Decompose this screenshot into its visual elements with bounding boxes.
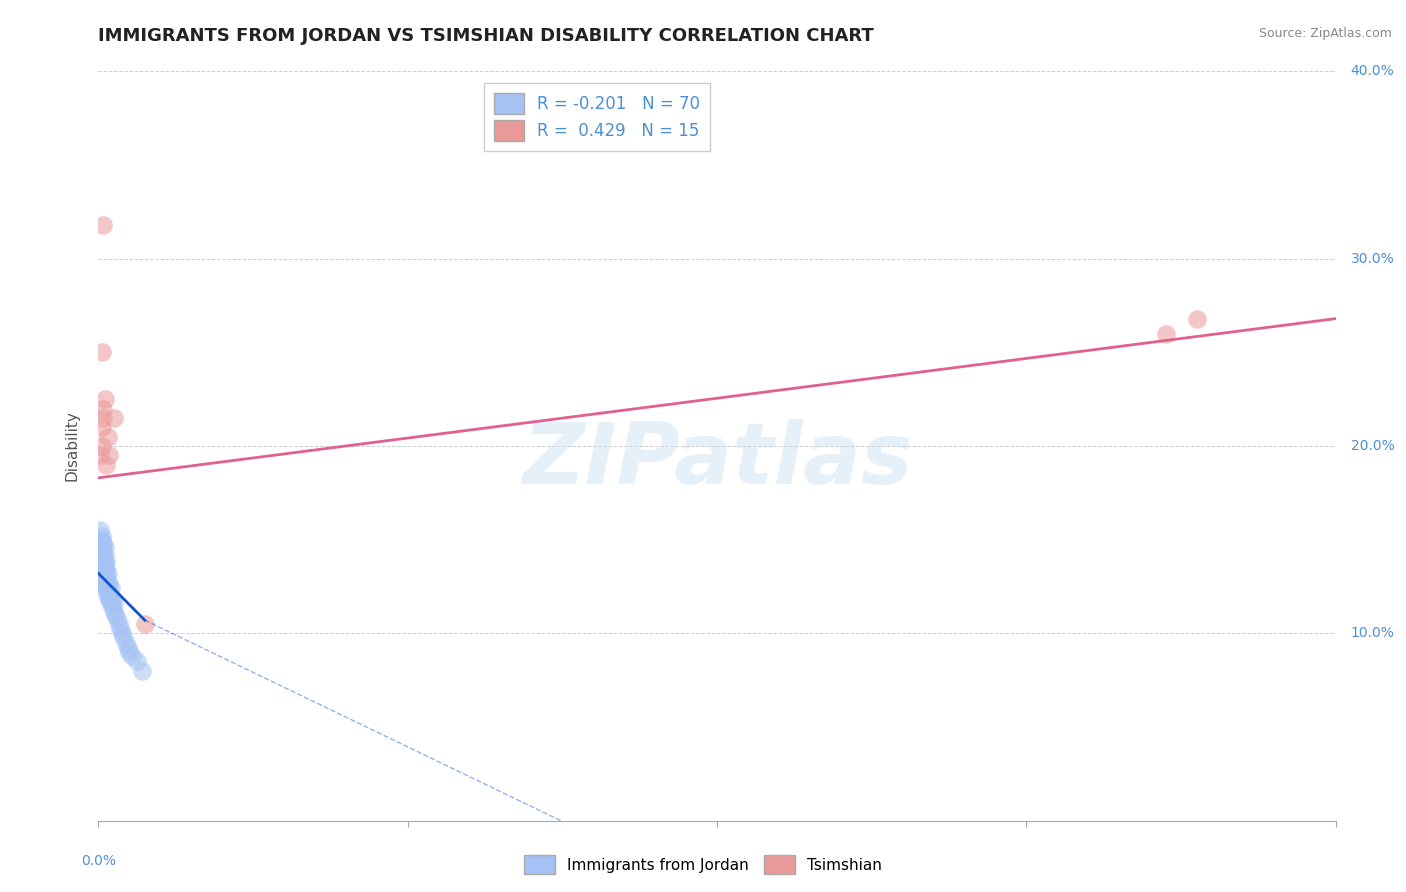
Point	[90, 345, 112, 359]
Point	[97, 566, 120, 581]
Point	[98, 585, 121, 599]
Point	[90, 566, 112, 581]
Point	[89, 536, 111, 550]
Point	[115, 635, 138, 649]
Point	[91, 542, 114, 557]
Point	[103, 596, 125, 610]
Point	[91, 549, 114, 564]
Text: 20.0%: 20.0%	[1351, 439, 1395, 453]
Point	[93, 561, 115, 575]
Point	[90, 544, 112, 558]
Point	[97, 574, 120, 588]
Point	[89, 555, 111, 569]
Text: IMMIGRANTS FROM JORDAN VS TSIMSHIAN DISABILITY CORRELATION CHART: IMMIGRANTS FROM JORDAN VS TSIMSHIAN DISA…	[98, 27, 875, 45]
Point	[90, 558, 112, 573]
Point	[91, 411, 114, 425]
Point	[89, 524, 111, 538]
Point	[101, 592, 124, 607]
Point	[97, 430, 120, 444]
Point	[96, 577, 118, 591]
Point	[100, 582, 122, 596]
Point	[91, 548, 114, 562]
Point	[98, 449, 121, 463]
Point	[90, 570, 112, 584]
Point	[93, 392, 115, 407]
Point	[105, 611, 128, 625]
Point	[121, 648, 143, 663]
Point	[90, 551, 112, 566]
Point	[90, 536, 112, 550]
Point	[91, 218, 114, 232]
Point	[91, 558, 114, 573]
Point	[93, 570, 115, 584]
Point	[108, 621, 131, 635]
Point	[131, 664, 153, 678]
Point	[89, 546, 111, 560]
Point	[91, 574, 114, 588]
Point	[90, 555, 112, 569]
Point	[91, 401, 114, 416]
Point	[93, 548, 115, 562]
Point	[90, 529, 112, 543]
Point	[96, 555, 118, 569]
Point	[93, 555, 115, 569]
Point	[96, 585, 118, 599]
Point	[93, 570, 115, 584]
Point	[89, 574, 111, 588]
Point	[91, 565, 114, 579]
Point	[93, 580, 115, 594]
Point	[89, 533, 111, 547]
Point	[97, 589, 120, 603]
Text: 10.0%: 10.0%	[1351, 626, 1395, 640]
Point	[91, 574, 114, 588]
Point	[89, 561, 111, 575]
Point	[90, 542, 112, 557]
Text: ZIPatlas: ZIPatlas	[522, 419, 912, 502]
Point	[91, 536, 114, 550]
Point	[1185, 311, 1208, 326]
Point	[90, 439, 112, 453]
Point	[89, 551, 111, 566]
Point	[112, 630, 135, 644]
Text: 0.0%: 0.0%	[82, 855, 115, 868]
Point	[89, 570, 111, 584]
Legend: R = -0.201   N = 70, R =  0.429   N = 15: R = -0.201 N = 70, R = 0.429 N = 15	[484, 84, 710, 151]
Point	[93, 580, 115, 594]
Point	[127, 655, 149, 669]
Point	[111, 626, 132, 640]
Point	[118, 645, 141, 659]
Y-axis label: Disability: Disability	[65, 410, 80, 482]
Point	[98, 577, 121, 591]
Point	[91, 566, 114, 581]
Point	[101, 600, 124, 615]
Text: 40.0%: 40.0%	[1351, 64, 1395, 78]
Text: Source: ZipAtlas.com: Source: ZipAtlas.com	[1258, 27, 1392, 40]
Point	[100, 589, 122, 603]
Legend: Immigrants from Jordan, Tsimshian: Immigrants from Jordan, Tsimshian	[519, 849, 887, 880]
Point	[89, 449, 111, 463]
Point	[96, 570, 118, 584]
Point	[117, 641, 139, 656]
Point	[98, 592, 121, 607]
Point	[89, 542, 111, 557]
Point	[91, 557, 114, 571]
Point	[96, 563, 118, 577]
Point	[104, 607, 127, 622]
Point	[103, 411, 125, 425]
Point	[134, 617, 156, 632]
Point	[93, 563, 115, 577]
Text: 30.0%: 30.0%	[1351, 252, 1395, 266]
Point	[97, 582, 120, 596]
Point	[90, 420, 112, 434]
Point	[107, 617, 129, 632]
Point	[93, 540, 115, 554]
Point	[96, 458, 118, 472]
Point	[1154, 326, 1177, 341]
Point	[100, 596, 122, 610]
Point	[90, 533, 112, 547]
Point	[103, 604, 125, 618]
